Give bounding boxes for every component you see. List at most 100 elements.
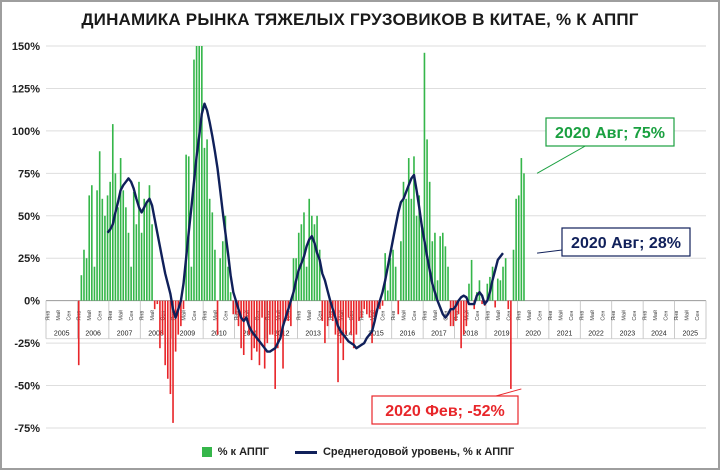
data-bar xyxy=(481,300,483,305)
month-tick-label: Май xyxy=(55,310,62,321)
month-tick-label: Сен xyxy=(569,311,575,321)
data-bar xyxy=(366,300,368,315)
data-bar xyxy=(266,300,269,344)
data-bar xyxy=(373,300,376,322)
data-bar xyxy=(316,215,318,301)
data-bar xyxy=(88,195,91,301)
y-tick-label: 125% xyxy=(12,83,40,95)
data-bar xyxy=(290,300,292,327)
data-bar xyxy=(182,300,185,310)
data-bar xyxy=(203,147,206,301)
data-bar xyxy=(159,300,161,349)
callout-green-box xyxy=(545,117,675,147)
data-bar xyxy=(274,300,276,389)
month-tick-label: Сен xyxy=(506,311,512,321)
month-tick-label: Сен xyxy=(98,311,104,321)
data-bar xyxy=(371,300,373,344)
data-bar xyxy=(279,300,282,335)
month-tick-label: Янв xyxy=(108,311,114,321)
data-bar xyxy=(376,300,379,310)
data-bar xyxy=(216,300,219,335)
data-bar xyxy=(421,224,423,301)
data-bar xyxy=(478,280,481,301)
data-bar xyxy=(93,266,96,301)
data-bar xyxy=(394,266,397,301)
data-bar xyxy=(276,300,279,349)
legend-item-line: Среднегодовой уровень, % к АППГ xyxy=(294,446,514,458)
callout-red-text: 2020 Фев; -52% xyxy=(385,403,505,420)
data-bar xyxy=(460,300,462,349)
data-bar xyxy=(98,151,101,301)
month-tick-label: Сен xyxy=(601,311,607,321)
data-bar xyxy=(169,300,172,395)
legend-item-bars: % к АППГ xyxy=(201,446,269,458)
data-bar xyxy=(494,300,496,308)
data-bar xyxy=(350,300,352,335)
month-tick-label: Янв xyxy=(234,311,240,321)
month-tick-label: Янв xyxy=(202,311,208,321)
month-tick-label: Сен xyxy=(412,311,418,321)
month-tick-label: Янв xyxy=(328,311,334,321)
data-bar xyxy=(227,266,229,301)
data-bar xyxy=(342,300,345,361)
data-bar xyxy=(407,158,410,301)
data-bar xyxy=(245,300,248,318)
year-label: 2021 xyxy=(557,331,573,338)
data-bar xyxy=(515,198,517,301)
y-tick-label: 100% xyxy=(12,126,40,138)
data-bar xyxy=(523,173,525,301)
data-bar xyxy=(431,241,434,301)
data-bar xyxy=(386,290,389,301)
data-bar xyxy=(271,300,274,335)
month-tick-label: Май xyxy=(149,310,156,321)
data-bar xyxy=(117,207,119,301)
data-bar xyxy=(91,185,93,301)
data-bar xyxy=(104,215,106,301)
data-bar xyxy=(80,275,83,301)
data-bar xyxy=(379,300,381,310)
y-tick-label: 0% xyxy=(24,296,40,308)
data-bar xyxy=(166,300,169,379)
year-label: 2007 xyxy=(117,331,133,338)
data-bar xyxy=(447,266,449,301)
year-label: 2024 xyxy=(651,331,667,338)
callout-green-text: 2020 Авг; 75% xyxy=(555,125,665,142)
callout-blue-text: 2020 Авг; 28% xyxy=(571,235,681,252)
data-bar xyxy=(504,258,507,301)
data-bar xyxy=(219,258,221,301)
data-bar xyxy=(360,300,363,318)
year-label: 2023 xyxy=(620,331,636,338)
data-bar xyxy=(242,300,245,355)
data-bar xyxy=(138,181,140,301)
data-bar xyxy=(434,232,436,301)
month-tick-label: Янв xyxy=(360,311,366,321)
year-label: 2005 xyxy=(54,331,70,338)
year-label: 2018 xyxy=(462,331,478,338)
month-tick-label: Сен xyxy=(223,311,229,321)
data-bar xyxy=(470,259,473,301)
month-tick-label: Май xyxy=(432,310,439,321)
data-bar xyxy=(143,198,146,301)
month-tick-label: Янв xyxy=(642,311,648,321)
data-bar xyxy=(439,236,441,301)
data-bar xyxy=(85,258,88,301)
data-bar xyxy=(153,300,156,310)
data-bar xyxy=(358,300,360,322)
callout-red-box xyxy=(371,395,519,425)
month-tick-label: Май xyxy=(212,310,219,321)
month-tick-label: Янв xyxy=(548,311,554,321)
data-bar xyxy=(457,300,460,315)
data-bar xyxy=(502,266,504,301)
data-bar xyxy=(111,124,114,301)
year-label: 2020 xyxy=(525,331,541,338)
data-bar xyxy=(282,300,284,369)
year-label: 2022 xyxy=(588,331,604,338)
y-tick-label: 50% xyxy=(18,211,40,223)
month-tick-label: Май xyxy=(621,310,628,321)
data-bar xyxy=(146,202,148,301)
month-tick-label: Сен xyxy=(286,311,292,321)
month-tick-label: Май xyxy=(526,310,533,321)
data-bar xyxy=(423,52,426,301)
data-bar xyxy=(235,300,237,315)
data-bar xyxy=(119,158,122,301)
